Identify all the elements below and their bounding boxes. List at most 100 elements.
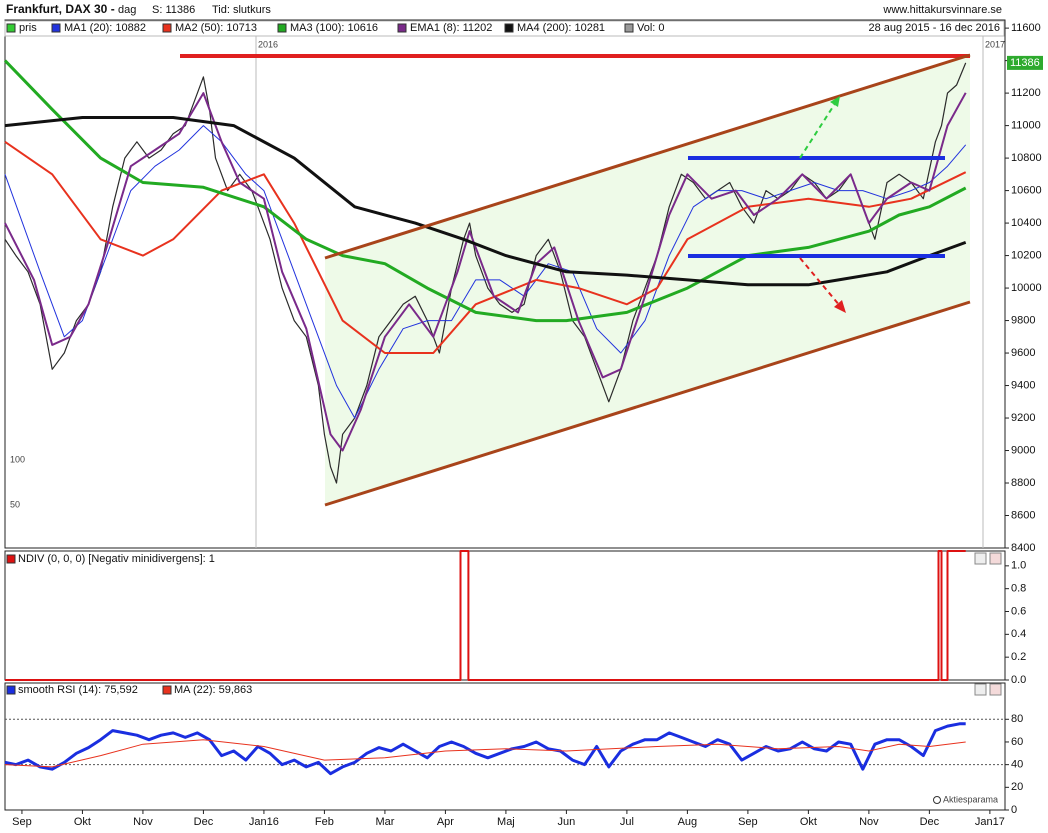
series-line (4, 116, 967, 287)
channel-upper (324, 53, 971, 260)
main-panel (4, 19, 1006, 549)
legend-swatch (504, 23, 514, 33)
time-basis: Tid: slutkurs (212, 4, 271, 16)
y-tick-label: 10600 (1011, 184, 1042, 196)
last-price: S: 11386 (152, 4, 195, 16)
series-line (4, 722, 966, 776)
y-tick-label: 10800 (1011, 152, 1042, 164)
y-tick-label: 11200 (1011, 87, 1041, 99)
x-tick-label: Nov (133, 816, 153, 828)
x-tick-label: Jun (558, 816, 576, 828)
y-tick-label: 10400 (1011, 217, 1042, 229)
legend-swatch (624, 23, 634, 33)
ndiv-title: NDIV (0, 0, 0) [Negativ minidivergens]: … (18, 553, 215, 565)
x-tick-label: Jan17 (975, 816, 1005, 828)
date-range: 28 aug 2015 - 16 dec 2016 (868, 22, 1000, 34)
y-tick-label: 40 (1011, 759, 1023, 771)
y-tick-label: 11600 (1011, 22, 1041, 34)
last-price-label: 11386 (1010, 57, 1040, 69)
y-tick-label: 1.0 (1011, 560, 1026, 572)
volume-axis-label: 50 (10, 499, 20, 509)
target-arrow-down (799, 257, 841, 307)
y-tick-label: 0.2 (1011, 651, 1026, 663)
close-button[interactable] (989, 683, 1002, 696)
x-tick-label: Sep (738, 816, 758, 828)
credit: Aktiesparama (943, 794, 998, 804)
x-tick-label: Nov (859, 816, 879, 828)
series-line (4, 739, 966, 768)
series-line (4, 140, 967, 354)
y-tick-label: 11000 (1011, 120, 1041, 132)
legend-swatch (51, 23, 61, 33)
x-tick-label: Mar (375, 816, 394, 828)
y-tick-label: 60 (1011, 736, 1023, 748)
target-arrow-up (799, 101, 837, 159)
legend-label: EMA1 (8): 11202 (410, 22, 492, 34)
legend-swatch (277, 23, 287, 33)
zoom-button[interactable] (974, 552, 987, 565)
y-tick-label: 9400 (1011, 379, 1035, 391)
x-tick-label: Okt (800, 816, 817, 828)
panel-buttons[interactable] (974, 552, 1002, 696)
series-line (4, 62, 967, 484)
x-tick-label: Apr (437, 816, 454, 828)
x-tick-label: Jul (620, 816, 634, 828)
y-tick-label: 9600 (1011, 347, 1035, 359)
y-tick-label: 0.8 (1011, 583, 1026, 595)
y-tick-label: 8400 (1011, 542, 1035, 554)
legend-swatch (397, 23, 407, 33)
x-tick-label: Feb (315, 816, 334, 828)
x-tick-label: Sep (12, 816, 32, 828)
site: www.hittakursvinnare.se (882, 4, 1002, 16)
x-tick-label: Dec (194, 816, 214, 828)
zoom-button[interactable] (974, 683, 987, 696)
arrow-head (834, 300, 846, 313)
x-tick-label: Maj (497, 816, 515, 828)
y-tick-label: 0.0 (1011, 674, 1026, 686)
y-tick-label: 9200 (1011, 412, 1035, 424)
series-line (4, 92, 967, 452)
legend-label: MA3 (100): 10616 (290, 22, 378, 34)
y-tick-label: 20 (1011, 781, 1023, 793)
plot-area (3, 59, 1005, 776)
legend-label: MA2 (50): 10713 (175, 22, 257, 34)
y-tick-label: 0 (1011, 804, 1017, 816)
channel-lower (324, 300, 971, 507)
volume-axis-label: 100 (10, 454, 25, 464)
y-tick-label: 8600 (1011, 509, 1035, 521)
y-tick-label: 0.4 (1011, 628, 1026, 640)
legend-label: MA4 (200): 10281 (517, 22, 605, 34)
rsi-ma-swatch (162, 685, 172, 695)
y-tick-label: 10000 (1011, 282, 1042, 294)
instrument: Frankfurt, DAX 30 - (6, 2, 115, 16)
y-tick-label: 80 (1011, 713, 1023, 725)
x-tick-label: Aug (678, 816, 698, 828)
period: dag (118, 4, 136, 16)
y-tick-label: 9800 (1011, 314, 1035, 326)
y-tick-label: 9000 (1011, 444, 1035, 456)
y-tick-label: 0.6 (1011, 605, 1026, 617)
x-tick-label: Jan16 (249, 816, 279, 828)
rsi-panel (4, 682, 1006, 811)
x-tick-label: Dec (920, 816, 940, 828)
close-button[interactable] (989, 552, 1002, 565)
legend-label: Vol: 0 (637, 22, 665, 34)
x-tick-label: Okt (74, 816, 91, 828)
y-tick-label: 10200 (1011, 249, 1042, 261)
legend-swatch (162, 23, 172, 33)
arrow-head (830, 96, 840, 107)
credit-icon (933, 796, 941, 804)
series-line (3, 59, 967, 323)
legend-label: MA1 (20): 10882 (64, 22, 146, 34)
series-line (5, 550, 966, 681)
rsi-swatch (6, 685, 16, 695)
y-tick-label: 8800 (1011, 477, 1035, 489)
rsi-ma-title: MA (22): 59,863 (174, 684, 252, 696)
legend-swatch (6, 23, 16, 33)
last-price-tag (1007, 55, 1043, 70)
year-label: 2016 (258, 39, 278, 49)
legend-label: pris (19, 22, 37, 34)
rsi-title: smooth RSI (14): 75,592 (18, 684, 138, 696)
